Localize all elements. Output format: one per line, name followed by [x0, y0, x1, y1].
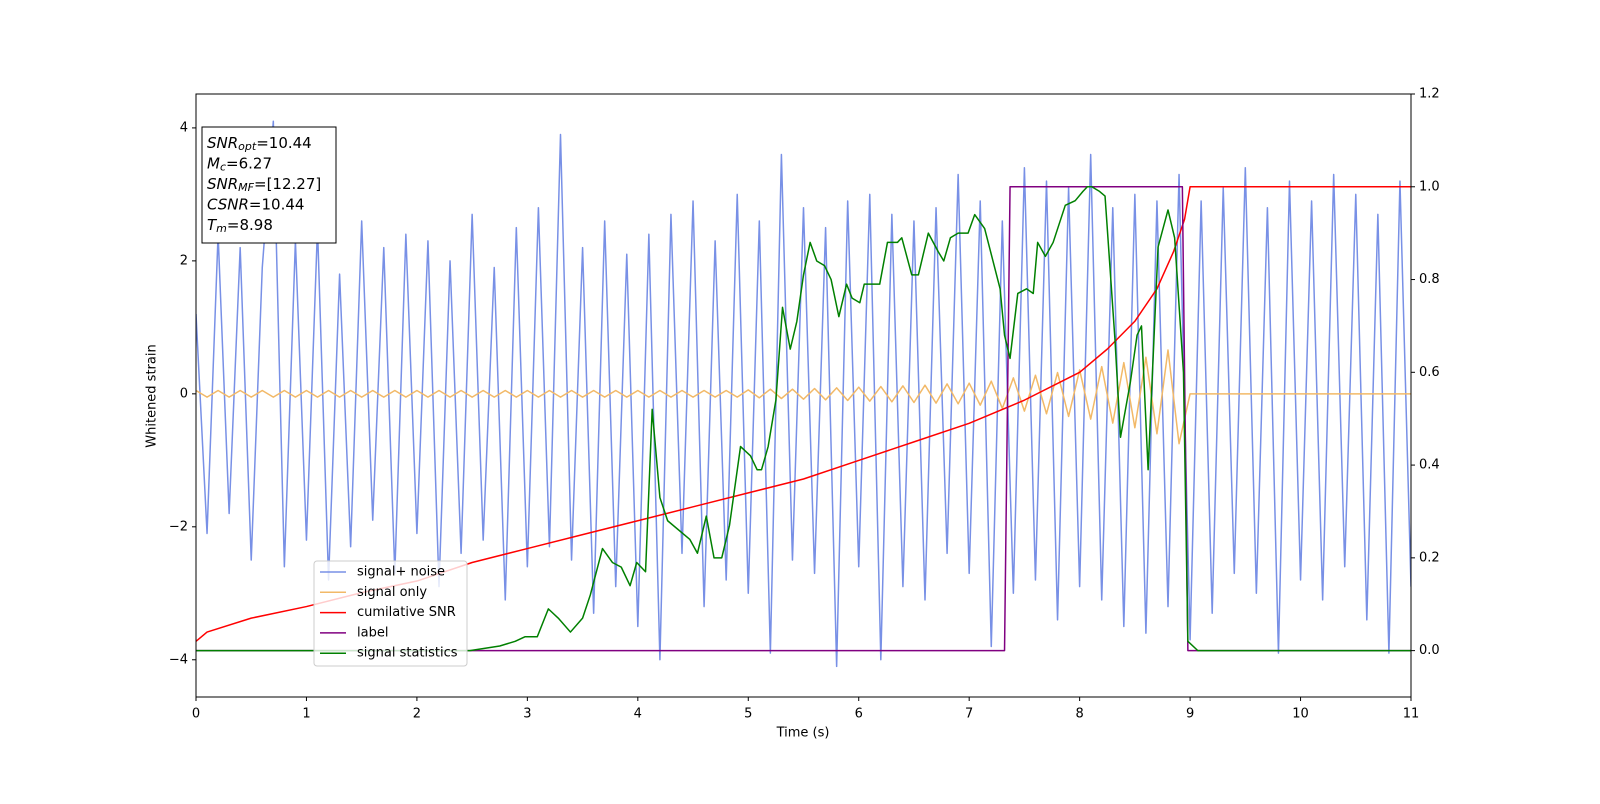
- y-tick-label: 0: [180, 386, 188, 401]
- stats-symbol: SNR: [207, 134, 238, 152]
- legend-label: signal only: [357, 585, 427, 600]
- x-tick-label: 3: [523, 707, 531, 722]
- x-tick-label: 6: [855, 707, 863, 722]
- x-tick-label: 8: [1075, 707, 1083, 722]
- x-tick-label: 10: [1292, 707, 1309, 722]
- legend: signal+ noise signal only cumilative SNR la…: [313, 560, 468, 667]
- stats-symbol: CSNR: [207, 195, 249, 213]
- stats-subscript: MF: [238, 181, 254, 194]
- stats-line: CSNR=10.44: [207, 195, 304, 213]
- stats-subscript: c: [220, 161, 226, 174]
- stats-line: Mc=6.27: [207, 154, 272, 174]
- legend-label: signal statistics: [357, 646, 458, 661]
- stats-symbol: T: [207, 216, 218, 234]
- stats-line: SNRMF=[12.27]: [207, 175, 321, 195]
- stats-subscript: m: [216, 222, 227, 235]
- stats-symbol: SNR: [207, 175, 238, 193]
- stats-line: Tm=8.98: [207, 216, 273, 236]
- series-line: [196, 186, 1411, 652]
- series-line: [196, 120, 1411, 668]
- stats-value: =8.98: [227, 216, 273, 234]
- legend-label: signal+ noise: [357, 565, 445, 580]
- series-line: [196, 349, 1411, 445]
- y2-tick-label: 1.0: [1419, 179, 1440, 194]
- y-tick-label: 2: [180, 253, 188, 268]
- stats-box: SNRopt=10.44Mc=6.27SNRMF=[12.27]CSNR=10.…: [201, 126, 337, 244]
- x-tick-label: 5: [744, 707, 752, 722]
- legend-label: cumilative SNR: [357, 605, 456, 620]
- legend-frame: [313, 560, 468, 667]
- y2-tick-label: 0.6: [1419, 365, 1440, 380]
- y2-tick-label: 1.2: [1419, 87, 1440, 102]
- stats-value: =[12.27]: [254, 175, 321, 193]
- stats-value: =10.44: [249, 195, 305, 213]
- y-tick-label: −4: [169, 652, 188, 667]
- stats-value: =6.27: [226, 154, 272, 172]
- x-tick-label: 4: [634, 707, 642, 722]
- y2-tick-label: 0.0: [1419, 643, 1440, 658]
- stats-box-frame: [201, 126, 337, 244]
- stats-value: =10.44: [256, 134, 312, 152]
- x-axis-label: Time (s): [776, 726, 830, 741]
- x-tick-label: 11: [1403, 707, 1420, 722]
- y2-tick-label: 0.8: [1419, 272, 1440, 287]
- x-tick-label: 7: [965, 707, 973, 722]
- x-tick-label: 2: [413, 707, 421, 722]
- y-tick-label: 4: [180, 120, 188, 135]
- stats-line: SNRopt=10.44: [207, 134, 312, 154]
- y-axis-label: Whitened strain: [145, 344, 160, 447]
- y-tick-label: −2: [169, 519, 188, 534]
- legend-label: label: [357, 625, 388, 640]
- y2-tick-label: 0.4: [1419, 458, 1440, 473]
- x-tick-label: 1: [302, 707, 310, 722]
- y2-tick-label: 0.2: [1419, 550, 1440, 565]
- stats-symbol: M: [207, 154, 220, 172]
- axes-frame: [195, 93, 1412, 698]
- stats-subscript: opt: [238, 140, 257, 153]
- x-tick-label: 9: [1186, 707, 1194, 722]
- x-tick-label: 0: [192, 707, 200, 722]
